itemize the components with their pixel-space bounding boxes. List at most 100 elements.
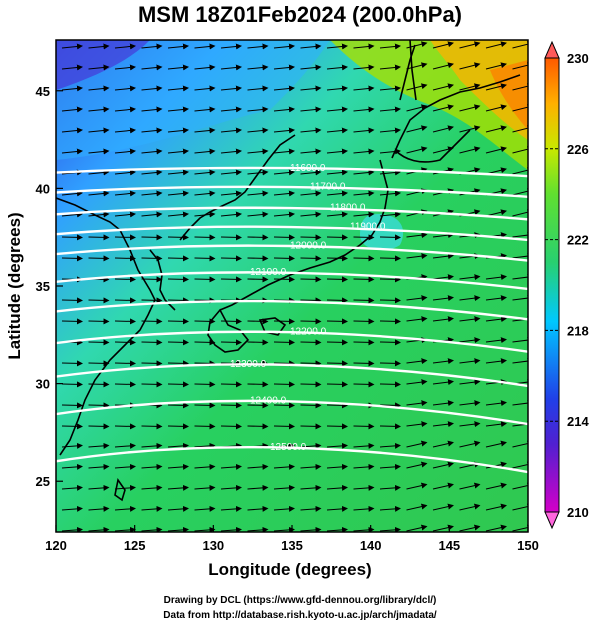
wind-arrow [459,316,481,323]
wind-arrow [353,148,375,155]
wind-arrow [459,482,481,490]
wind-arrow [353,484,375,491]
wind-arrow [326,484,348,491]
cool-pocket [360,214,404,251]
wind-arrow [406,482,428,490]
wind-arrow [141,234,163,241]
wind-arrow [406,253,428,260]
wind-arrow [273,43,295,50]
x-tick-label: 140 [360,538,382,553]
wind-arrow [300,484,322,491]
height-contour-line [56,399,528,426]
wind-arrow [141,64,163,71]
wind-arrow [459,125,481,133]
wind-arrow [273,64,295,71]
contour-label: 11800.0 [330,203,366,214]
wind-arrow [300,106,322,113]
wind-arrow [194,43,216,50]
wind-arrow [141,505,163,512]
wind-arrow [512,253,528,260]
wind-arrow [247,43,269,50]
wind-arrow [61,85,83,92]
wind-arrow [379,339,401,346]
wind-arrow [326,211,348,218]
wind-arrow [406,125,428,133]
plot-area: 11600.0 11700.0 11800.0 11900.0 12000.0 12100… [56,40,528,532]
wind-arrow [379,360,401,367]
wind-arrow [141,381,163,388]
wind-arrow [300,463,322,470]
wind-arrow [114,526,136,532]
wind-arrow [61,402,83,409]
wind-arrow [459,104,481,112]
wind-arrow [353,381,375,388]
wind-arrow [61,484,83,491]
wind-arrow [353,190,375,197]
wind-arrow [273,276,295,283]
wind-arrow [88,505,110,512]
wind-arrow [88,43,110,50]
wind-arrow [485,104,507,112]
wind-arrow [300,526,322,532]
wind-arrow [326,190,348,197]
wind-arrow [88,381,110,388]
wind-arrow [353,85,375,92]
wind-arrow [88,148,110,155]
colorbar: 210 214 218 222 226 230 [544,40,589,530]
wind-arrow [353,64,375,71]
wind-arrow [167,505,189,512]
wind-arrow [220,211,242,218]
y-tick-label: 45 [36,84,50,99]
wind-arrow [379,381,401,388]
wind-arrow [61,297,83,304]
wind-arrow [114,43,136,50]
wind-arrow [379,318,401,325]
wind-arrow [220,43,242,50]
wind-arrow [512,209,528,217]
wind-arrow [353,106,375,113]
wind-arrow [379,169,401,176]
y-tick-label: 40 [36,181,50,196]
wind-arrow [247,127,269,134]
wind-arrow [326,505,348,512]
wind-arrow [300,255,322,262]
contour-label: 12000.0 [290,240,327,251]
wind-arrow [220,526,242,532]
wind-arrow [432,400,454,407]
wind-arrow [459,337,481,344]
wind-arrow [432,274,454,281]
x-tick-label: 135 [281,538,303,553]
height-contour-line [56,330,528,353]
wind-arrow [459,358,481,365]
wind-arrow [220,127,242,134]
wind-arrow [247,211,269,218]
x-axis-label: Longitude (degrees) [208,560,371,579]
wind-arrow [141,484,163,491]
colorbar-gradient [544,57,560,513]
wind-arrow [194,64,216,71]
wind-arrow [300,381,322,388]
wind-arrow [167,297,189,304]
wind-arrow [194,402,216,409]
x-tick-label: 120 [45,538,67,553]
wind-arrow [406,440,428,448]
wind-arrow [141,211,163,218]
wind-arrow [485,41,507,49]
wind-arrow [459,421,481,428]
wind-arrow [167,318,189,325]
wind-arrow [353,255,375,262]
wind-arrow [61,127,83,134]
wind-arrow [512,188,528,196]
wind-arrow [353,169,375,176]
wind-arrow [247,484,269,491]
wind-arrow [432,104,454,112]
wind-arrow [141,463,163,470]
wind-arrow [512,232,528,239]
contour-label: 11700.0 [310,182,346,193]
wind-arrow [273,484,295,491]
wind-arrow [247,169,269,176]
wind-arrow [220,463,242,470]
wind-arrow [247,339,269,346]
wind-arrow [141,423,163,430]
wind-arrow [379,505,401,512]
